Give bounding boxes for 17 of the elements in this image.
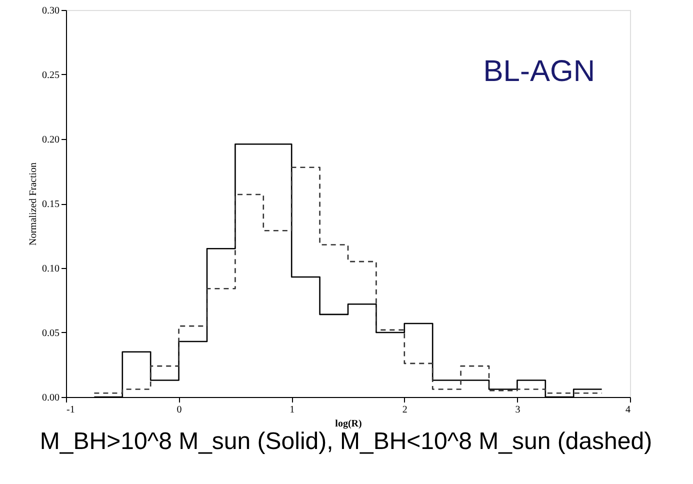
y-tick-label: 0.25	[42, 70, 60, 81]
x-tick-label: 2	[402, 404, 408, 416]
x-tick-label: 4	[626, 404, 630, 416]
x-axis-title: log(R)	[335, 418, 362, 430]
x-tick-label: 1	[290, 404, 295, 416]
y-tick-label: 0.05	[42, 328, 60, 339]
x-tick-label: 0	[176, 404, 182, 416]
x-tick-label: -1	[66, 404, 75, 416]
annotation: BL-AGN	[483, 55, 595, 88]
y-tick-label: 0.10	[42, 264, 60, 274]
text: M_BH>10^8 M_sun (Solid), M_BH<10^8 M_sun (dashed)	[40, 428, 652, 455]
x-tick-label: 3	[515, 404, 520, 416]
y-tick-label: 0.20	[42, 134, 60, 146]
y-tick-label: 0.00	[42, 392, 60, 404]
y-tick-label: 0.15	[42, 199, 60, 210]
y-axis-title: Normalized Fraction	[28, 162, 39, 246]
y-tick-label: 0.30	[42, 6, 60, 16]
